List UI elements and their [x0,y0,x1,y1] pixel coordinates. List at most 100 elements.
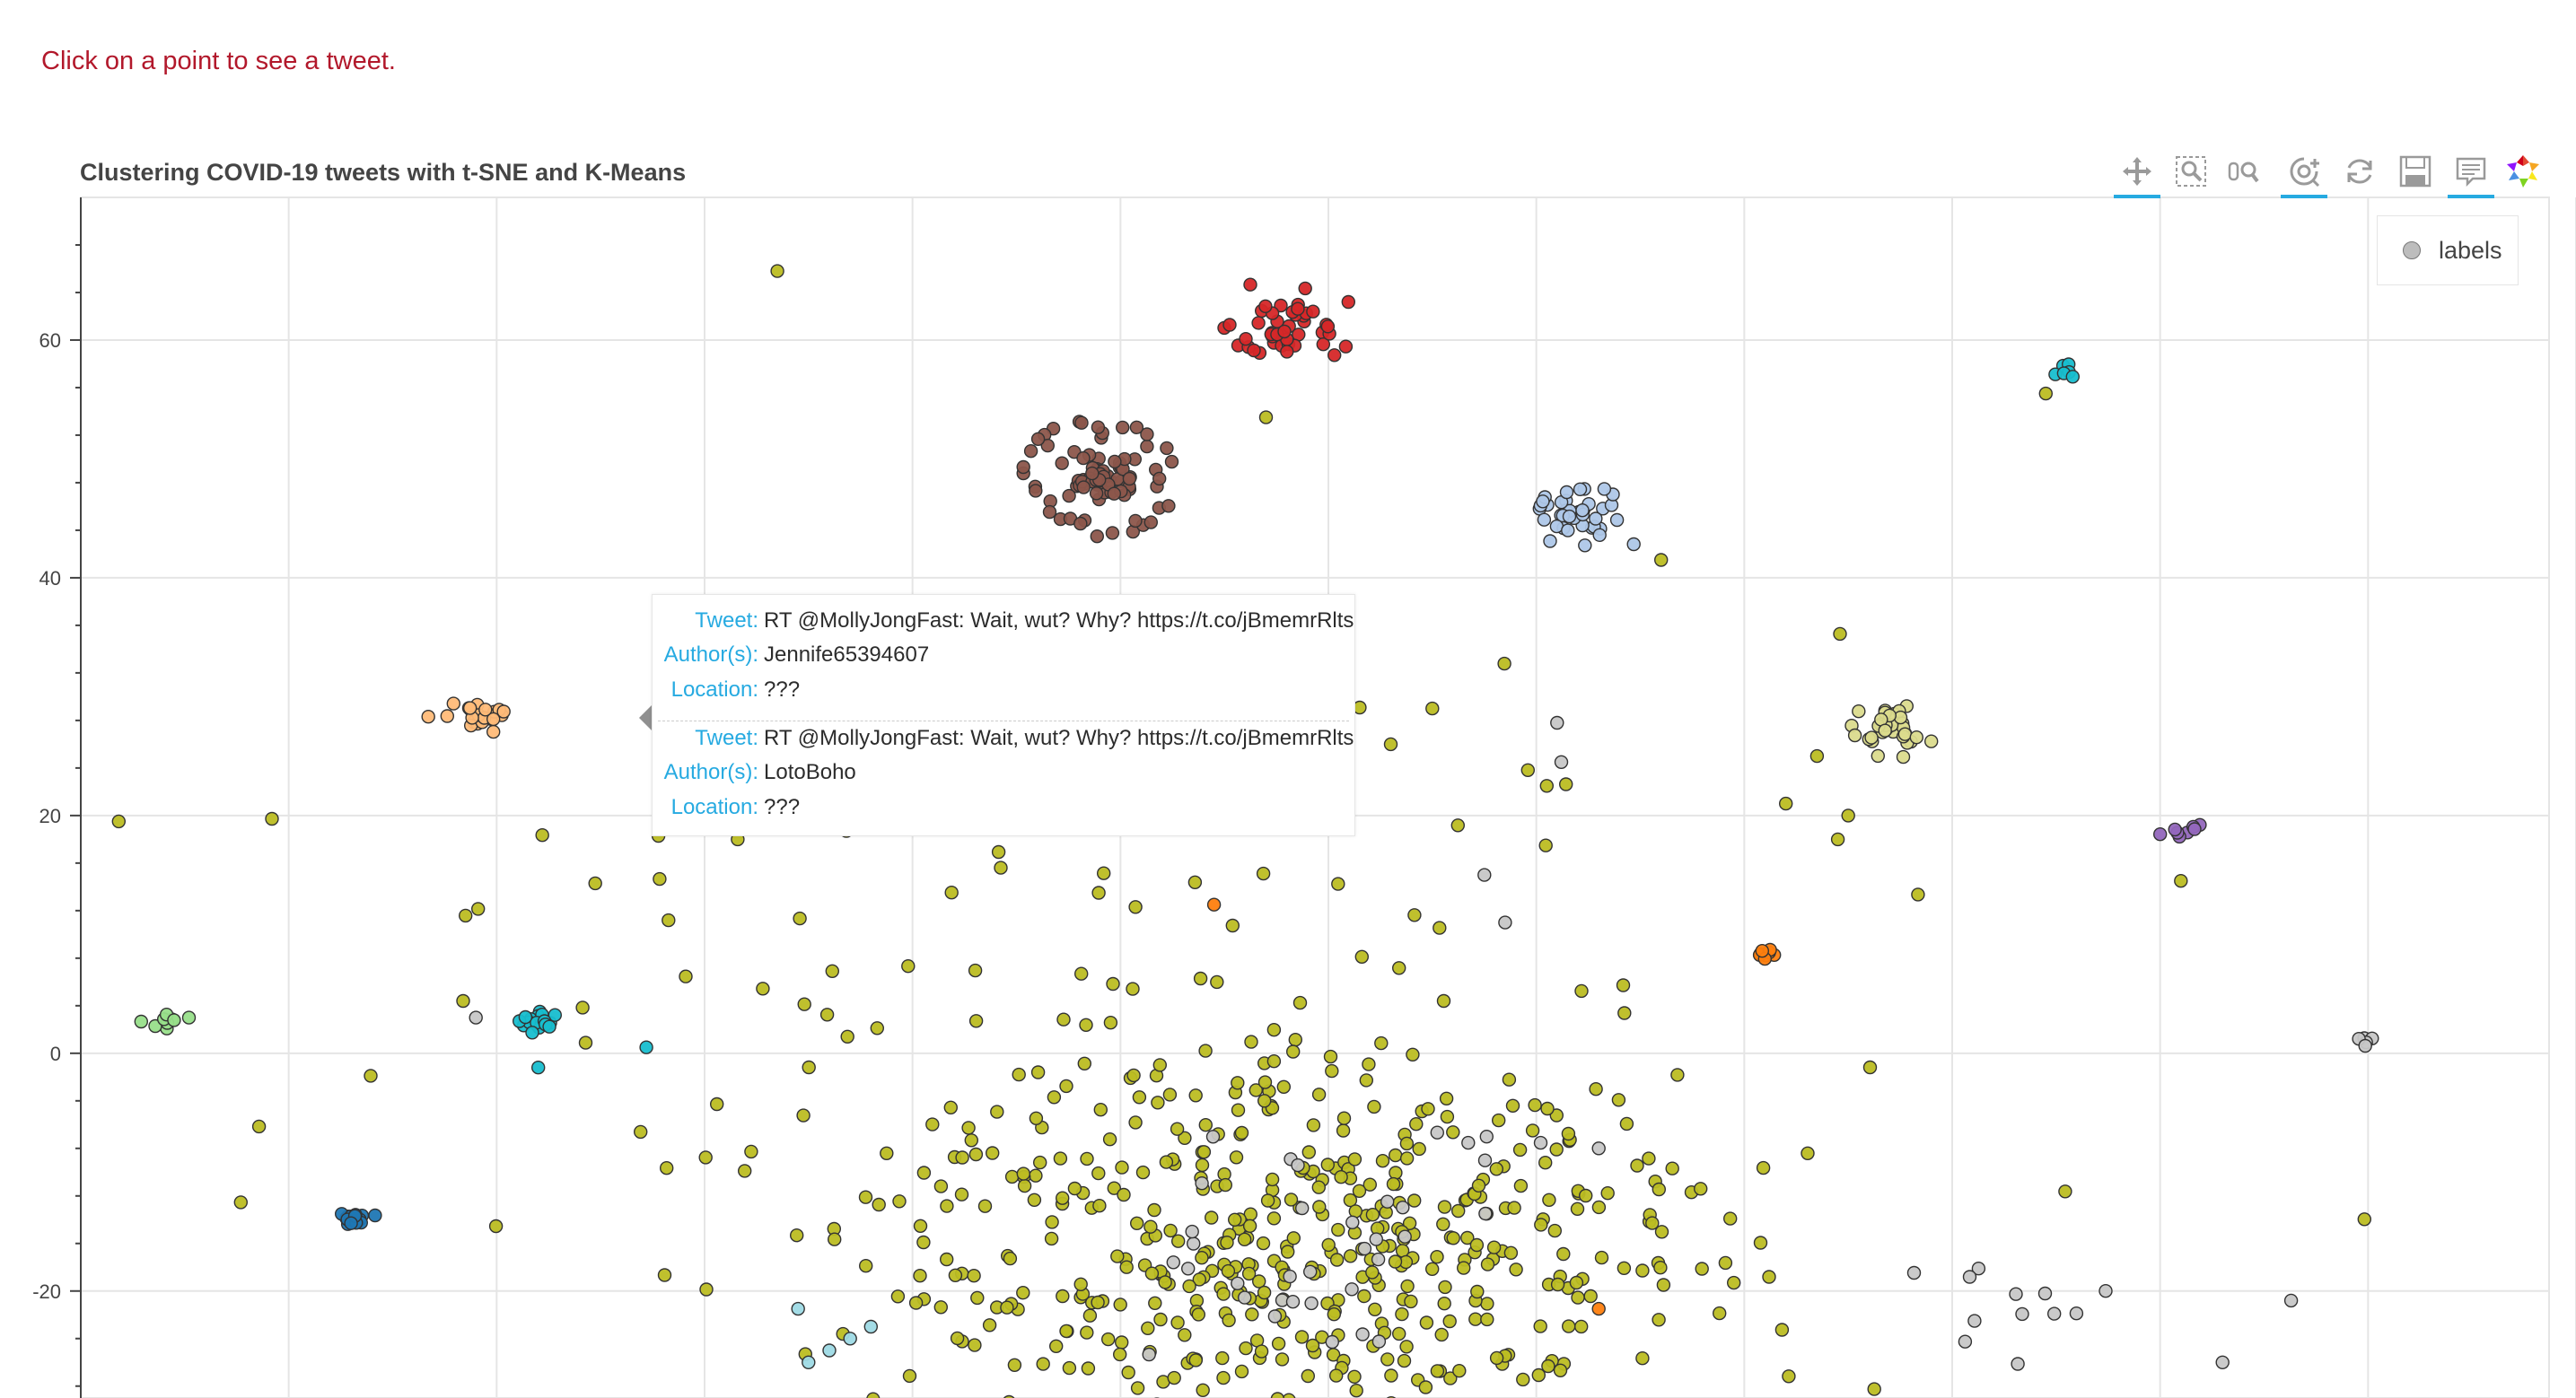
data-point[interactable] [1909,730,1924,745]
data-point[interactable] [791,1301,805,1316]
data-point[interactable] [1398,1229,1412,1244]
data-point[interactable] [1256,1236,1271,1251]
data-point[interactable] [1222,1313,1236,1328]
data-point[interactable] [1059,1079,1073,1094]
data-point[interactable] [1331,1222,1345,1237]
data-point[interactable] [1140,439,1154,454]
data-point[interactable] [1100,1332,1116,1347]
data-point[interactable] [1847,728,1862,743]
data-point[interactable] [1062,1360,1077,1376]
data-point[interactable] [1542,1193,1556,1208]
data-point[interactable] [1091,886,1106,900]
data-point[interactable] [925,1117,940,1132]
data-point[interactable] [1004,1169,1020,1184]
data-point[interactable] [2357,1212,2372,1227]
data-point[interactable] [1489,1162,1504,1176]
data-point[interactable] [1362,1177,1378,1192]
data-point[interactable] [1170,1315,1185,1330]
data-point[interactable] [1141,1321,1155,1336]
data-point[interactable] [1231,1103,1246,1117]
data-point[interactable] [1617,1261,1632,1276]
data-point[interactable] [1285,1044,1301,1059]
data-point[interactable] [1229,1150,1244,1165]
data-point[interactable] [1355,1327,1370,1341]
data-point[interactable] [1353,700,1367,715]
data-point[interactable] [1294,1330,1310,1344]
data-point[interactable] [964,1133,979,1148]
data-point[interactable] [1470,1284,1485,1299]
data-point[interactable] [1188,1088,1203,1103]
data-point[interactable] [1231,1276,1245,1291]
data-point[interactable] [1243,277,1257,292]
data-point[interactable] [1030,1065,1046,1079]
data-point[interactable] [2283,1293,2299,1308]
data-point[interactable] [1434,1327,1449,1342]
data-point[interactable] [1538,838,1553,852]
data-point[interactable] [1559,485,1574,500]
data-point[interactable] [1418,1380,1433,1394]
data-point[interactable] [518,1009,533,1025]
data-point[interactable] [1471,1178,1486,1193]
data-point[interactable] [1266,1211,1282,1226]
data-point[interactable] [471,902,486,916]
data-point[interactable] [1562,509,1577,524]
data-point[interactable] [1121,1365,1135,1380]
legend[interactable]: labels [2377,215,2519,285]
data-point[interactable] [982,1318,997,1332]
data-point[interactable] [1718,1255,1733,1271]
data-point[interactable] [1726,1275,1741,1290]
data-point[interactable] [1311,1180,1327,1194]
data-point[interactable] [1119,1260,1134,1274]
data-point[interactable] [1093,1102,1108,1117]
data-point[interactable] [1117,1187,1131,1202]
data-point[interactable] [1594,1250,1609,1265]
data-point[interactable] [1357,1241,1372,1256]
data-point[interactable] [1436,1217,1450,1232]
data-point[interactable] [1164,454,1179,469]
data-point[interactable] [1325,1063,1339,1079]
data-point[interactable] [1656,1278,1671,1292]
data-point[interactable] [1216,1370,1231,1385]
data-point[interactable] [1286,1231,1301,1245]
data-point[interactable] [1433,921,1447,935]
data-point[interactable] [1440,1109,1455,1124]
data-point[interactable] [2174,874,2188,888]
data-point[interactable] [265,811,279,826]
data-point[interactable] [1561,523,1575,537]
data-point[interactable] [843,1332,857,1346]
data-point[interactable] [1053,1151,1068,1166]
data-point[interactable] [1151,1096,1165,1110]
data-point[interactable] [1132,1090,1147,1105]
data-point[interactable] [679,969,693,983]
data-point[interactable] [1301,1145,1317,1159]
data-point[interactable] [1320,319,1336,334]
data-point[interactable] [1170,1234,1186,1248]
data-point[interactable] [940,1199,954,1213]
data-point[interactable] [1512,1142,1528,1158]
data-point[interactable] [1012,1067,1026,1082]
data-point[interactable] [1536,494,1550,509]
data-point[interactable] [459,908,473,923]
data-point[interactable] [1234,1125,1249,1140]
data-point[interactable] [1276,1079,1292,1095]
data-point[interactable] [478,703,493,717]
data-point[interactable] [1059,1324,1073,1339]
data-point[interactable] [1533,1135,1548,1150]
data-point[interactable] [1371,1334,1387,1349]
data-point[interactable] [802,1060,816,1075]
data-point[interactable] [368,1208,382,1223]
data-point[interactable] [1962,1270,1977,1284]
data-point[interactable] [1135,1165,1151,1180]
data-point[interactable] [1778,796,1793,811]
data-point[interactable] [456,993,470,1009]
data-point[interactable] [1055,456,1069,470]
data-point[interactable] [421,710,435,724]
data-point[interactable] [575,1000,590,1015]
data-point[interactable] [1016,459,1030,475]
data-point[interactable] [1147,1202,1161,1218]
data-point[interactable] [1067,1181,1082,1196]
data-point[interactable] [1391,1326,1406,1341]
data-point[interactable] [1016,1285,1030,1300]
data-point[interactable] [1906,1265,1922,1280]
data-point[interactable] [1878,723,1892,738]
